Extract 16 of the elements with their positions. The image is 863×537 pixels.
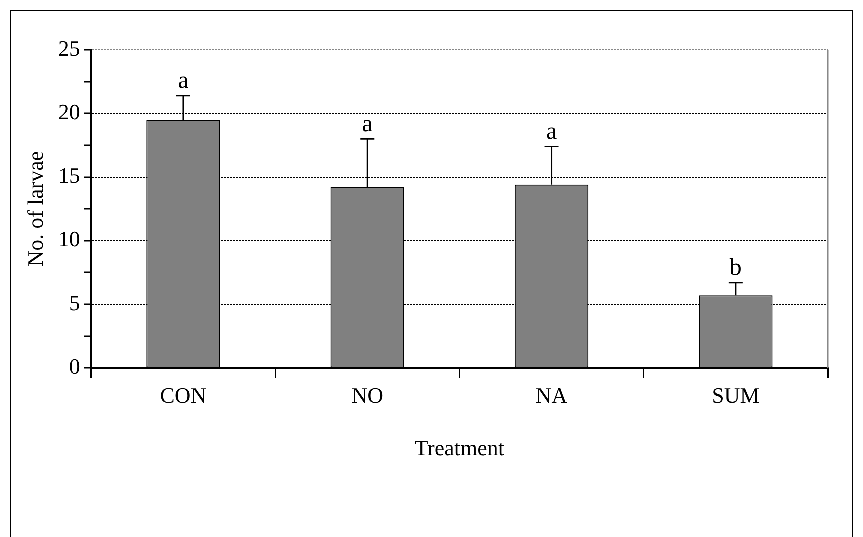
x-tick-label: NO xyxy=(352,383,384,408)
y-axis-title: No. of larvae xyxy=(22,151,48,267)
x-tick-label: CON xyxy=(160,383,207,408)
y-tick-label: 5 xyxy=(69,290,80,316)
x-tick-label: NA xyxy=(536,383,568,408)
annotation: a xyxy=(362,111,374,138)
x-axis-title: Treatment xyxy=(414,436,505,461)
y-tick-label: 15 xyxy=(58,163,80,188)
x-tick-label: SUM xyxy=(712,383,760,408)
y-tick-label: 20 xyxy=(58,99,80,124)
annotation: a xyxy=(546,119,558,146)
annotation: a xyxy=(178,68,190,94)
y-tick-label: 25 xyxy=(58,36,80,61)
y-tick-label: 10 xyxy=(58,226,80,252)
annotation: b xyxy=(730,255,742,282)
y-tick-label: 0 xyxy=(69,354,80,379)
